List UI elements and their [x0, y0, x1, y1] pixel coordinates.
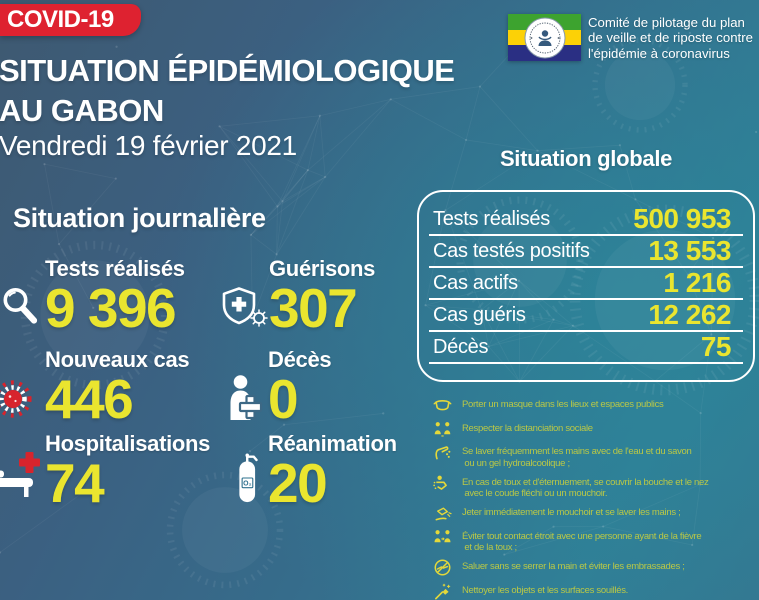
- stat-value: 74: [45, 452, 105, 514]
- covid-banner: COVID-19: [0, 4, 141, 36]
- stat-tests-realises: Tests réalisés 9 396: [0, 256, 228, 339]
- page-title-line2: AU GABON: [0, 93, 164, 128]
- svg-text:O₂: O₂: [243, 481, 251, 488]
- advice-text: Éviter tout contact étroit avec une pers…: [462, 530, 702, 554]
- daily-section-title: Situation journalière: [13, 203, 266, 233]
- stat-value: 446: [45, 368, 134, 430]
- stat-reanimation: O₂ Réanimation 20: [232, 431, 460, 514]
- row-label: Cas guéris: [433, 304, 526, 326]
- row-value: 500 953: [633, 203, 731, 234]
- clean-surfaces-icon: [435, 583, 451, 599]
- stat-guerisons: Guérisons 307: [222, 256, 453, 339]
- stat-nouveaux-cas: Nouveaux cas 446: [0, 347, 228, 430]
- advice-text: Se laver fréquemment les mains avec de l…: [462, 446, 692, 469]
- page-title-line1: SITUATION ÉPIDÉMIOLOGIQUE: [0, 53, 455, 88]
- stat-label: Tests réalisés: [45, 256, 185, 281]
- advice-text: Saluer sans se serrer la main et éviter …: [462, 561, 685, 572]
- table-row: Cas guéris 12 262: [429, 300, 743, 332]
- advice-item: Respecter la distanciation sociale: [433, 421, 755, 439]
- prevention-advice-list: Porter un masque dans les lieux et espac…: [433, 399, 755, 600]
- table-row: Cas testés positifs 13 553: [429, 236, 743, 268]
- committee-name: Comité de pilotage du plan de veille et …: [588, 15, 753, 61]
- row-label: Cas actifs: [433, 272, 518, 294]
- advice-text: En cas de toux et d'éternuement, se couv…: [462, 476, 709, 500]
- page-title: SITUATION ÉPIDÉMIOLOGIQUE AU GABON Vendr…: [0, 51, 455, 161]
- committee-name-line3: l'épidémie à coronavirus: [588, 45, 730, 61]
- advice-item: Saluer sans se serrer la main et éviter …: [433, 559, 755, 577]
- stat-hospitalisations: Hospitalisations 74: [0, 431, 228, 514]
- covid-banner-label: COVID-19: [7, 6, 114, 33]
- advice-item: Nettoyer les objets et les surfaces soui…: [433, 583, 755, 600]
- report-date: Vendredi 19 février 2021: [0, 130, 297, 161]
- row-label: Cas testés positifs: [433, 240, 590, 262]
- global-stats-table: Tests réalisés 500 953 Cas testés positi…: [417, 190, 755, 382]
- social-distance-icon: [434, 421, 451, 437]
- wash-hands-icon: [435, 446, 451, 460]
- row-label: Décès: [433, 336, 489, 358]
- stat-label: Réanimation: [268, 431, 397, 456]
- advice-item: Se laver fréquemment les mains avec de l…: [433, 446, 755, 469]
- gabon-seal-icon: [524, 17, 565, 58]
- advice-item: En cas de toux et d'éternuement, se couv…: [433, 475, 755, 500]
- virus-icon: [0, 380, 32, 418]
- no-handshake-icon: [434, 559, 451, 576]
- table-row: Décès 75: [429, 332, 743, 364]
- advice-text: Porter un masque dans les lieux et espac…: [462, 399, 664, 410]
- gabon-flag: [508, 14, 581, 61]
- stat-value: 307: [269, 277, 358, 339]
- advice-text: Respecter la distanciation sociale: [462, 422, 593, 434]
- cough-elbow-icon: [433, 475, 447, 490]
- advice-item: Éviter tout contact étroit avec une pers…: [433, 529, 755, 554]
- row-value: 12 262: [648, 299, 731, 330]
- advice-item: Jeter immédiatement le mouchoir et se la…: [433, 507, 755, 523]
- oxygen-tank-icon: O₂: [239, 453, 258, 503]
- stat-value: 9 396: [45, 277, 177, 339]
- row-value: 1 216: [663, 267, 731, 298]
- hospital-bed-icon: [0, 452, 40, 497]
- row-label: Tests réalisés: [433, 208, 550, 230]
- table-row: Tests réalisés 500 953: [429, 192, 743, 236]
- advice-item: Porter un masque dans les lieux et espac…: [433, 399, 755, 415]
- stat-label: Guérisons: [269, 256, 376, 281]
- stat-label: Nouveaux cas: [45, 347, 190, 372]
- person-medical-cross-icon: [230, 375, 263, 420]
- advice-text: Jeter immédiatement le mouchoir et se la…: [462, 507, 681, 518]
- shield-cross-virus-icon: [222, 287, 268, 327]
- mask-icon: [433, 400, 452, 411]
- stat-deces: Décès 0: [228, 347, 456, 430]
- magnifier-icon: [3, 288, 38, 324]
- avoid-contact-icon: [434, 529, 451, 542]
- stat-value: 0: [268, 368, 299, 430]
- global-section-title: Situation globale: [499, 146, 673, 171]
- throw-tissue-icon: [435, 507, 452, 521]
- advice-text: Nettoyer les objets et les surfaces soui…: [462, 584, 629, 596]
- table-row: Cas actifs 1 216: [429, 268, 743, 300]
- committee-name-line2: de veille et de riposte contre: [588, 30, 753, 46]
- stat-label: Décès: [268, 347, 332, 372]
- stat-label: Hospitalisations: [45, 431, 211, 456]
- committee-name-line1: Comité de pilotage du plan: [588, 15, 745, 30]
- row-value: 75: [700, 331, 732, 362]
- row-value: 13 553: [648, 235, 731, 266]
- stat-value: 20: [268, 452, 328, 514]
